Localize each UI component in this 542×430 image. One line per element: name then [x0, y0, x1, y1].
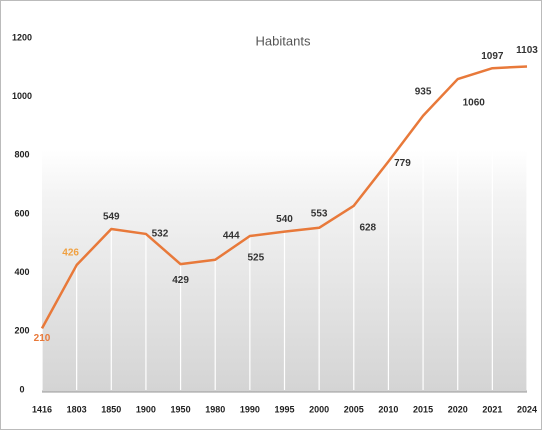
- data-label: 549: [103, 212, 120, 223]
- y-tick-label: 200: [14, 326, 29, 336]
- x-tick-label: 1416: [32, 404, 52, 414]
- x-tick-label: 1980: [205, 404, 225, 414]
- x-tick-label: 1990: [240, 404, 260, 414]
- data-label: 1103: [516, 45, 538, 56]
- y-tick-label: 400: [14, 267, 29, 277]
- line-series: [40, 65, 528, 329]
- data-label: 429: [172, 275, 189, 286]
- x-tick-label: 1995: [274, 404, 294, 414]
- data-label: 628: [359, 222, 376, 233]
- x-tick-label: 2024: [517, 404, 537, 414]
- data-label: 210: [34, 333, 51, 344]
- chart-title: Habitants: [256, 33, 311, 48]
- data-label: 779: [394, 158, 411, 169]
- x-tick-label: 1900: [136, 404, 156, 414]
- x-tick-label: 2010: [378, 404, 398, 414]
- x-tick-label: 1950: [171, 404, 191, 414]
- x-tick-label: 2021: [482, 404, 502, 414]
- data-label: 532: [152, 229, 169, 240]
- data-label: 553: [311, 208, 328, 219]
- data-label: 540: [276, 214, 293, 225]
- y-tick-label: 1000: [12, 91, 32, 101]
- data-label: 426: [62, 248, 79, 259]
- data-label: 444: [223, 230, 240, 241]
- y-tick-label: 0: [19, 384, 24, 394]
- data-label: 1097: [481, 51, 504, 62]
- data-label: 525: [248, 253, 265, 264]
- y-tick-label: 600: [14, 208, 29, 218]
- x-tick-label: 1803: [67, 404, 87, 414]
- x-tick-label: 2005: [344, 404, 364, 414]
- x-tick-label: 2000: [309, 404, 329, 414]
- y-tick-label: 1200: [12, 32, 32, 42]
- data-label: 1060: [463, 98, 486, 109]
- x-tick-label: 2015: [413, 404, 433, 414]
- y-tick-label: 800: [14, 150, 29, 160]
- data-label: 935: [415, 86, 432, 97]
- x-tick-label: 1850: [101, 404, 121, 414]
- x-tick-label: 2020: [448, 404, 468, 414]
